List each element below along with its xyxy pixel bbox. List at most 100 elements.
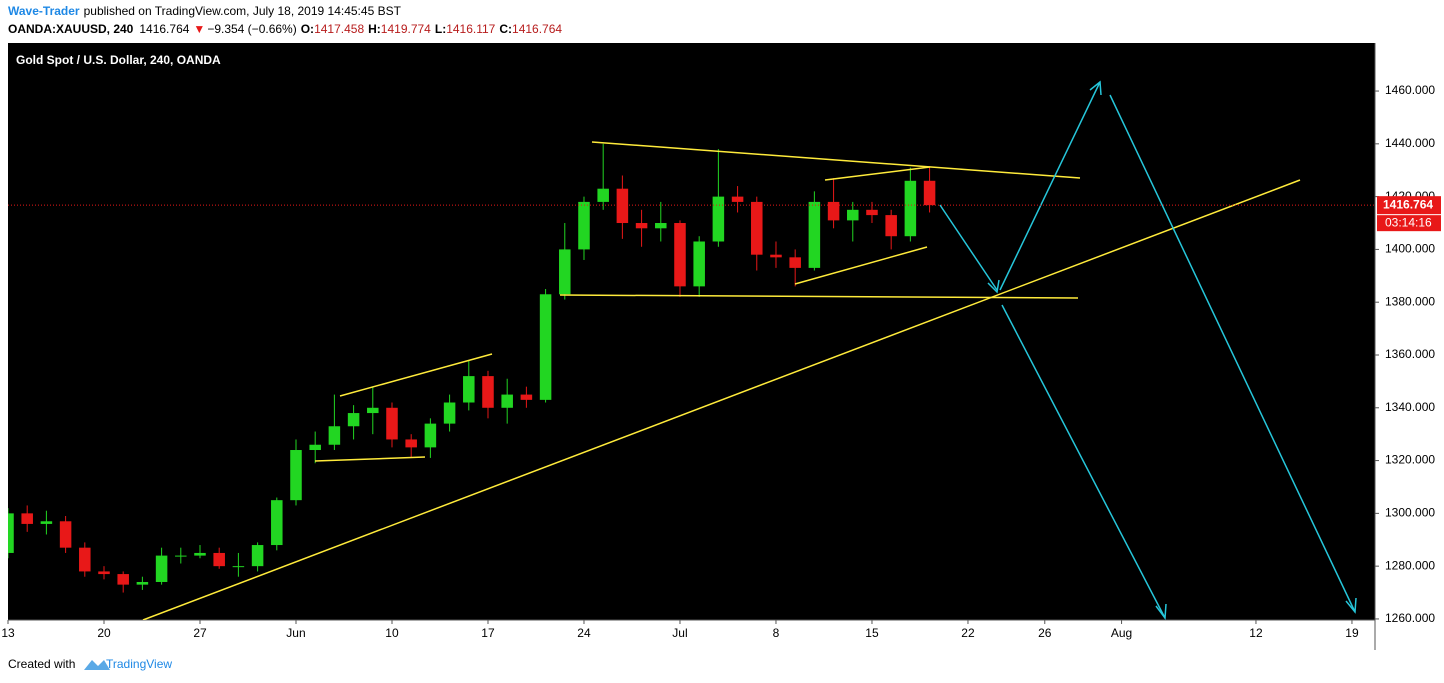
- projection-arrow: [1001, 304, 1166, 619]
- candle-body: [175, 555, 187, 557]
- candle-body: [847, 209, 859, 221]
- candle-body: [232, 566, 245, 568]
- trend-line: [591, 141, 1081, 179]
- candle-body: [194, 552, 206, 556]
- last: 1416.764: [139, 22, 189, 36]
- candle-body: [251, 545, 264, 567]
- x-tick-label: 15: [865, 626, 879, 640]
- candle-body: [290, 450, 302, 501]
- candle-body: [866, 209, 878, 216]
- author[interactable]: Wave-Trader: [8, 4, 80, 18]
- candle-body: [213, 552, 225, 567]
- x-tick-label: 17: [481, 626, 495, 640]
- candle-body: [347, 413, 360, 427]
- x-tick-label: Jul: [672, 626, 687, 640]
- last-price-label: 1416.764: [1383, 197, 1433, 211]
- candle-body: [21, 513, 33, 524]
- last-price-box: [1377, 196, 1441, 215]
- candle-body: [309, 444, 321, 451]
- y-tick-label: 1380.000: [1385, 294, 1435, 308]
- trend-line: [314, 456, 426, 462]
- projection-arrow: [1109, 94, 1356, 613]
- candle-body: [520, 394, 533, 400]
- symbol-line: OANDA:XAUUSD, 240 1416.764 ▼ −9.354 (−0.66%…: [8, 22, 562, 36]
- candles: [8, 143, 936, 593]
- symbol: OANDA:XAUUSD, 240: [8, 22, 134, 36]
- plot-area: [8, 43, 1375, 620]
- x-tick-label: 27: [193, 626, 207, 640]
- candle-body: [443, 402, 456, 424]
- y-tick-label: 1320.000: [1385, 453, 1435, 467]
- candle-body: [827, 201, 840, 221]
- l-label: L:: [435, 22, 446, 36]
- y-tick-label: 1260.000: [1385, 611, 1435, 625]
- candle-body: [597, 188, 609, 202]
- candle-body: [328, 426, 341, 445]
- candle-body: [808, 201, 821, 268]
- footer-created: Created with: [8, 657, 75, 671]
- projection-arrow: [999, 81, 1101, 291]
- h-label: H:: [368, 22, 381, 36]
- trend-line: [339, 353, 493, 397]
- candle-body: [271, 500, 283, 546]
- x-tick-label: 22: [961, 626, 975, 640]
- candle-body: [655, 223, 667, 229]
- y-tick-label: 1400.000: [1385, 242, 1435, 256]
- candle-body: [693, 241, 705, 287]
- y-tick-label: 1280.000: [1385, 558, 1435, 572]
- candle-body: [559, 249, 571, 295]
- candle-body: [501, 394, 513, 408]
- x-tick-label: 24: [577, 626, 591, 640]
- x-tick-label: 10: [385, 626, 399, 640]
- high: 1419.774: [381, 22, 431, 36]
- candle-body: [79, 547, 91, 572]
- x-tick-label: 12: [1249, 626, 1263, 640]
- candle-body: [98, 571, 110, 575]
- candle-body: [770, 254, 782, 258]
- o-label: O:: [301, 22, 314, 36]
- candle-body: [155, 555, 168, 582]
- candle-body: [59, 521, 72, 548]
- candle-body: [40, 521, 53, 524]
- candle-body: [751, 201, 763, 255]
- x-tick-label: Aug: [1111, 626, 1132, 640]
- countdown-box: [1377, 215, 1441, 232]
- candle-body: [539, 294, 552, 400]
- projection-arrow: [939, 204, 998, 291]
- candle-body: [482, 376, 494, 408]
- arrow-head: [1345, 597, 1357, 614]
- down-arrow: ▼: [193, 22, 205, 36]
- candle-body: [405, 439, 417, 448]
- change: −9.354 (−0.66%): [207, 22, 296, 36]
- candle-body: [367, 407, 379, 414]
- candle-body: [578, 201, 590, 250]
- countdown-label: 03:14:16: [1385, 215, 1432, 229]
- trend-line: [794, 246, 928, 285]
- arrow-head: [1155, 603, 1167, 620]
- c-label: C:: [499, 22, 512, 36]
- candle-body: [674, 223, 686, 287]
- drawings: [142, 80, 1357, 620]
- logo: [84, 660, 110, 670]
- low: 1416.117: [446, 22, 495, 36]
- candle-body: [923, 180, 936, 206]
- y-tick-label: 1460.000: [1385, 83, 1435, 97]
- published: published on TradingView.com, July 18, 2…: [84, 4, 402, 18]
- footer-brand[interactable]: TradingView: [106, 657, 172, 671]
- y-tick-label: 1360.000: [1385, 347, 1435, 361]
- trend-line: [142, 179, 1301, 620]
- candle-body: [635, 223, 648, 229]
- arrow-head: [1089, 80, 1102, 96]
- x-tick-label: 8: [773, 626, 780, 640]
- y-tick-label: 1440.000: [1385, 136, 1435, 150]
- open: 1417.458: [314, 22, 364, 36]
- x-tick-label: 19: [1345, 626, 1359, 640]
- candle-body: [117, 574, 129, 585]
- candle-body: [386, 407, 398, 440]
- candle-body: [712, 196, 725, 242]
- x-tick-label: 20: [97, 626, 111, 640]
- x-tick-label: 13: [1, 626, 15, 640]
- x-tick-label: Jun: [286, 626, 305, 640]
- candle-body: [8, 513, 14, 553]
